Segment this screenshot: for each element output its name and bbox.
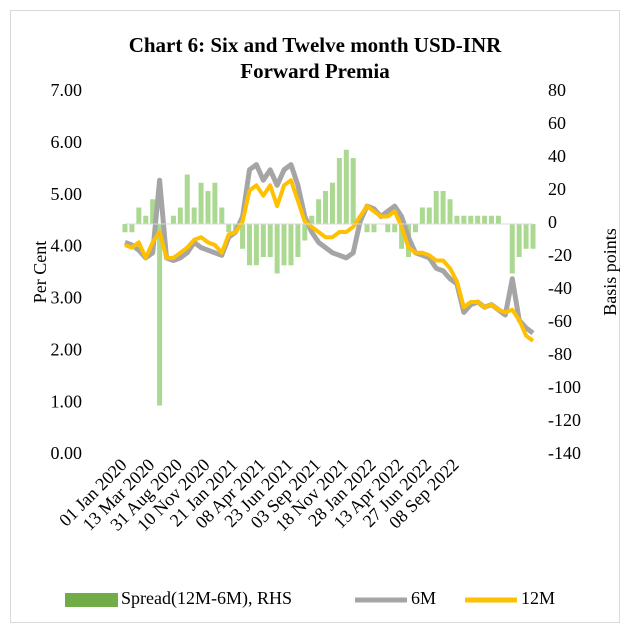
- y2-axis-title: Basis points: [600, 228, 620, 316]
- bar: [412, 224, 418, 233]
- bar: [309, 215, 315, 224]
- y2-tick-label: -80: [548, 344, 572, 364]
- bar: [253, 224, 259, 266]
- line-series: [124, 178, 535, 343]
- bar: [468, 215, 474, 224]
- bar: [212, 182, 218, 224]
- bar: [385, 224, 391, 233]
- bar: [184, 174, 190, 224]
- y2-tick-label: 80: [548, 80, 566, 100]
- y-tick-label: 1.00: [51, 391, 83, 411]
- bar: [150, 199, 156, 224]
- bar: [509, 224, 515, 274]
- bar: [281, 224, 287, 266]
- bar: [267, 224, 273, 257]
- y-tick-label: 5.00: [51, 184, 83, 204]
- bar: [157, 224, 163, 406]
- y2-tick-label: -120: [548, 410, 581, 430]
- bar: [530, 224, 536, 249]
- bar: [260, 224, 266, 257]
- y-tick-label: 7.00: [51, 80, 83, 100]
- bar: [316, 199, 322, 224]
- bar: [198, 182, 204, 224]
- bar: [129, 224, 135, 233]
- bar: [482, 215, 488, 224]
- chart-title: Chart 6: Six and Twelve month USD-INR Fo…: [128, 33, 502, 83]
- y-tick-label: 6.00: [51, 132, 83, 152]
- bar: [295, 224, 301, 257]
- bar: [226, 224, 232, 233]
- legend-label: 6M: [411, 588, 436, 608]
- bar: [350, 158, 356, 224]
- bar: [122, 224, 128, 233]
- bar: [454, 215, 460, 224]
- bar: [323, 191, 329, 224]
- bar: [440, 191, 446, 224]
- y2-tick-label: 40: [548, 146, 566, 166]
- bar: [343, 149, 349, 224]
- bar: [461, 215, 467, 224]
- bar: [240, 224, 246, 249]
- y2-tick-label: -40: [548, 278, 572, 298]
- bar: [288, 224, 294, 266]
- bar: [447, 199, 453, 224]
- bar: [177, 207, 183, 224]
- bar: [364, 224, 370, 233]
- bar: [399, 224, 405, 249]
- bar: [495, 215, 501, 224]
- bar: [246, 224, 252, 266]
- bar: [371, 224, 377, 233]
- bar: [426, 207, 432, 224]
- y2-tick-label: 0: [548, 212, 557, 232]
- y-tick-label: 2.00: [51, 339, 83, 359]
- y2-tick-label: -20: [548, 245, 572, 265]
- chart-border: [10, 10, 620, 623]
- line-series: [124, 162, 535, 336]
- y2-tick-label: 20: [548, 179, 566, 199]
- y-tick-label: 0.00: [51, 443, 83, 463]
- bar: [170, 215, 176, 224]
- y2-tick-label: -140: [548, 443, 581, 463]
- bar: [143, 215, 149, 224]
- y2-tick-label: 60: [548, 113, 566, 133]
- bar: [419, 207, 425, 224]
- y-tick-label: 4.00: [51, 236, 83, 256]
- bar: [336, 158, 342, 224]
- y-axis-title: Per Cent: [30, 241, 50, 304]
- y-tick-label: 3.00: [51, 288, 83, 308]
- y2-tick-label: -60: [548, 311, 572, 331]
- bar: [136, 207, 142, 224]
- legend-swatch: [65, 593, 118, 607]
- bar: [433, 191, 439, 224]
- bar: [205, 191, 211, 224]
- bar: [523, 224, 529, 249]
- legend-label: 12M: [521, 588, 555, 608]
- bar: [219, 207, 225, 224]
- y2-tick-label: -100: [548, 377, 581, 397]
- bar: [392, 224, 398, 233]
- bar: [489, 215, 495, 224]
- bar: [274, 224, 280, 274]
- bar: [516, 224, 522, 257]
- bar: [475, 215, 481, 224]
- bar: [329, 182, 335, 224]
- bar: [302, 224, 308, 241]
- legend-label: Spread(12M-6M), RHS: [121, 588, 292, 609]
- bar: [191, 207, 197, 224]
